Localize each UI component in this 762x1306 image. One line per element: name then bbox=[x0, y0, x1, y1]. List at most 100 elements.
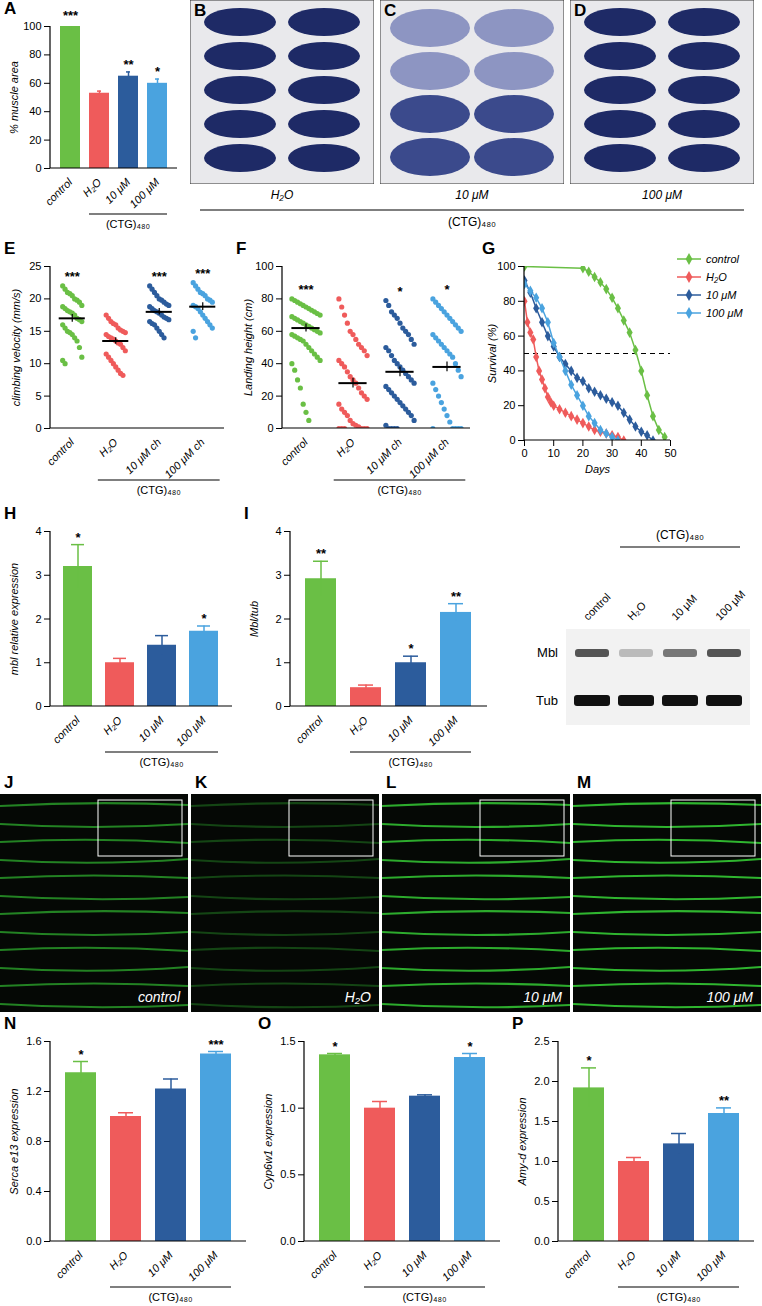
svg-text:(CTG)₄₈₀: (CTG)₄₈₀ bbox=[137, 484, 181, 496]
svg-text:*: * bbox=[397, 284, 403, 299]
svg-text:0: 0 bbox=[35, 422, 41, 434]
svg-text:1.6: 1.6 bbox=[26, 1035, 41, 1047]
svg-text:(CTG)₄₈₀: (CTG)₄₈₀ bbox=[448, 215, 496, 229]
svg-text:80: 80 bbox=[261, 292, 273, 304]
svg-text:control: control bbox=[138, 989, 181, 1005]
svg-text:control: control bbox=[50, 713, 82, 745]
svg-text:10 μM: 10 μM bbox=[523, 989, 562, 1005]
svg-text:H₂O: H₂O bbox=[615, 1248, 638, 1271]
svg-text:0.4: 0.4 bbox=[26, 1185, 41, 1197]
svg-text:10: 10 bbox=[29, 357, 41, 369]
svg-text:1: 1 bbox=[35, 656, 41, 668]
svg-text:60: 60 bbox=[503, 330, 515, 342]
svg-text:100 μM: 100 μM bbox=[713, 588, 748, 623]
svg-text:10 μM: 10 μM bbox=[399, 1248, 430, 1279]
svg-text:H₂O: H₂O bbox=[271, 188, 294, 202]
svg-text:3: 3 bbox=[35, 569, 41, 581]
svg-text:(CTG)₄₈₀: (CTG)₄₈₀ bbox=[388, 756, 432, 768]
svg-text:control: control bbox=[278, 435, 310, 467]
svg-text:0.0: 0.0 bbox=[280, 1235, 295, 1247]
svg-text:H₂O: H₂O bbox=[334, 435, 357, 458]
svg-text:H₂O: H₂O bbox=[107, 1248, 130, 1271]
svg-text:30: 30 bbox=[606, 447, 618, 459]
svg-text:mbl relative expression: mbl relative expression bbox=[8, 563, 20, 676]
svg-text:20: 20 bbox=[577, 447, 589, 459]
svg-text:(CTG)₄₈₀: (CTG)₄₈₀ bbox=[106, 218, 150, 230]
svg-text:100 μM: 100 μM bbox=[127, 175, 162, 210]
svg-text:control: control bbox=[293, 713, 325, 745]
svg-text:**: ** bbox=[123, 57, 134, 72]
svg-text:control: control bbox=[44, 435, 76, 467]
svg-text:H₂O: H₂O bbox=[80, 175, 103, 198]
svg-text:2.5: 2.5 bbox=[534, 1035, 549, 1047]
svg-text:100 μM: 100 μM bbox=[642, 188, 682, 202]
svg-text:4: 4 bbox=[35, 525, 41, 537]
svg-text:***: *** bbox=[65, 269, 81, 284]
svg-text:H₂O: H₂O bbox=[361, 1248, 384, 1271]
svg-text:10: 10 bbox=[548, 447, 560, 459]
svg-text:control: control bbox=[43, 175, 75, 207]
svg-text:Mbl: Mbl bbox=[537, 645, 558, 660]
svg-text:100 μM: 100 μM bbox=[426, 713, 461, 748]
svg-text:100: 100 bbox=[255, 260, 273, 272]
svg-text:Days: Days bbox=[585, 463, 611, 475]
svg-text:100 μM: 100 μM bbox=[706, 989, 753, 1005]
svg-text:40: 40 bbox=[635, 447, 647, 459]
svg-text:4: 4 bbox=[275, 525, 281, 537]
svg-text:0.8: 0.8 bbox=[26, 1135, 41, 1147]
svg-text:*: * bbox=[586, 1053, 592, 1068]
svg-text:3: 3 bbox=[275, 569, 281, 581]
svg-text:60: 60 bbox=[29, 77, 41, 89]
svg-text:***: *** bbox=[298, 282, 314, 297]
svg-text:0: 0 bbox=[521, 447, 527, 459]
svg-text:1: 1 bbox=[275, 656, 281, 668]
svg-text:Amy-d expression: Amy-d expression bbox=[516, 1097, 528, 1186]
svg-text:*: * bbox=[408, 641, 414, 656]
svg-text:climbing velocity (mm/s): climbing velocity (mm/s) bbox=[10, 288, 22, 406]
svg-text:(CTG)₄₈₀: (CTG)₄₈₀ bbox=[377, 484, 421, 496]
svg-text:(CTG)₄₈₀: (CTG)₄₈₀ bbox=[148, 1291, 192, 1303]
svg-text:1.5: 1.5 bbox=[534, 1115, 549, 1127]
svg-text:20: 20 bbox=[29, 292, 41, 304]
svg-text:Serca e13 expression: Serca e13 expression bbox=[8, 1088, 20, 1194]
svg-text:(CTG)₄₈₀: (CTG)₄₈₀ bbox=[402, 1291, 446, 1303]
svg-text:0: 0 bbox=[275, 700, 281, 712]
svg-text:Mbl/tub: Mbl/tub bbox=[248, 601, 260, 637]
svg-text:50: 50 bbox=[664, 447, 676, 459]
svg-text:10 μM: 10 μM bbox=[653, 1248, 684, 1279]
svg-text:*: * bbox=[75, 530, 81, 545]
svg-text:**: ** bbox=[451, 589, 462, 604]
svg-text:control: control bbox=[53, 1248, 85, 1280]
svg-text:***: *** bbox=[152, 269, 168, 284]
svg-text:0.5: 0.5 bbox=[534, 1195, 549, 1207]
svg-text:H₂O: H₂O bbox=[625, 599, 648, 622]
svg-text:Landing height (cm): Landing height (cm) bbox=[242, 299, 254, 397]
svg-text:Tub: Tub bbox=[536, 693, 558, 708]
svg-text:H₂O: H₂O bbox=[97, 435, 120, 458]
svg-text:*: * bbox=[332, 1039, 338, 1054]
svg-text:Survival (%): Survival (%) bbox=[486, 324, 498, 384]
svg-text:40: 40 bbox=[261, 357, 273, 369]
svg-text:10 μM: 10 μM bbox=[669, 592, 699, 622]
svg-text:control: control bbox=[561, 1248, 593, 1280]
svg-text:10 μM: 10 μM bbox=[136, 713, 167, 744]
svg-text:0.0: 0.0 bbox=[534, 1235, 549, 1247]
svg-text:*: * bbox=[201, 611, 207, 626]
svg-text:60: 60 bbox=[261, 325, 273, 337]
svg-text:1.0: 1.0 bbox=[534, 1155, 549, 1167]
svg-text:*: * bbox=[155, 64, 161, 79]
svg-text:control: control bbox=[307, 1248, 339, 1280]
svg-text:100: 100 bbox=[23, 20, 41, 32]
svg-text:*: * bbox=[444, 282, 450, 297]
svg-text:100 μM: 100 μM bbox=[440, 1248, 475, 1283]
svg-text:25: 25 bbox=[29, 260, 41, 272]
svg-text:**: ** bbox=[719, 1093, 730, 1108]
svg-text:80: 80 bbox=[29, 48, 41, 60]
svg-text:control: control bbox=[581, 591, 613, 623]
svg-text:40: 40 bbox=[503, 364, 515, 376]
svg-text:0: 0 bbox=[35, 700, 41, 712]
svg-text:H₂O: H₂O bbox=[345, 989, 371, 1005]
svg-text:1.5: 1.5 bbox=[280, 1035, 295, 1047]
svg-text:20: 20 bbox=[29, 134, 41, 146]
svg-text:***: *** bbox=[195, 266, 211, 281]
